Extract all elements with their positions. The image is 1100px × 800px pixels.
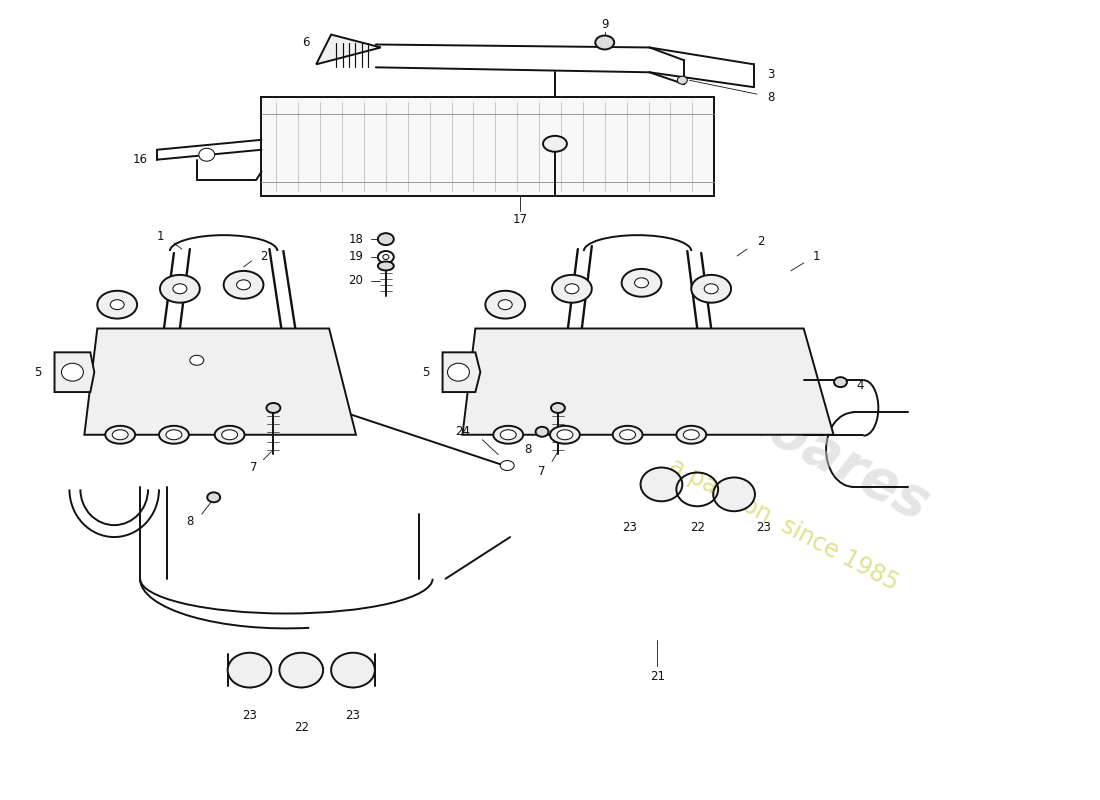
- Ellipse shape: [378, 251, 394, 263]
- Ellipse shape: [500, 461, 514, 470]
- Ellipse shape: [678, 76, 688, 84]
- Text: 22: 22: [294, 722, 309, 734]
- Ellipse shape: [557, 430, 573, 440]
- Polygon shape: [316, 34, 381, 64]
- Ellipse shape: [222, 430, 238, 440]
- Text: 9: 9: [601, 18, 608, 31]
- Text: a passion  since 1985: a passion since 1985: [666, 454, 903, 595]
- Text: 8: 8: [767, 90, 774, 104]
- Ellipse shape: [173, 284, 187, 294]
- Ellipse shape: [500, 430, 516, 440]
- Ellipse shape: [551, 403, 565, 413]
- Text: 17: 17: [513, 213, 528, 226]
- Ellipse shape: [834, 377, 847, 387]
- Ellipse shape: [713, 478, 755, 511]
- Text: 21: 21: [650, 670, 666, 682]
- Ellipse shape: [228, 653, 272, 687]
- Text: 2: 2: [260, 250, 267, 262]
- Text: 20: 20: [349, 274, 363, 287]
- Ellipse shape: [619, 430, 636, 440]
- Polygon shape: [462, 329, 834, 434]
- Ellipse shape: [498, 300, 513, 310]
- Ellipse shape: [621, 269, 661, 297]
- Polygon shape: [442, 352, 481, 392]
- Ellipse shape: [160, 275, 200, 302]
- Ellipse shape: [62, 363, 84, 381]
- Ellipse shape: [595, 35, 614, 50]
- Text: 5: 5: [422, 366, 429, 378]
- Ellipse shape: [550, 426, 580, 444]
- Text: 5: 5: [34, 366, 42, 378]
- Text: 23: 23: [345, 710, 361, 722]
- Text: 4: 4: [857, 378, 865, 392]
- Ellipse shape: [106, 426, 135, 444]
- Ellipse shape: [683, 430, 700, 440]
- Text: 7: 7: [250, 461, 257, 474]
- Text: 8: 8: [186, 514, 194, 528]
- Ellipse shape: [223, 271, 264, 298]
- Ellipse shape: [640, 467, 682, 502]
- Ellipse shape: [635, 278, 649, 288]
- Text: eu toares: eu toares: [659, 348, 938, 531]
- Ellipse shape: [676, 426, 706, 444]
- Ellipse shape: [448, 363, 470, 381]
- Ellipse shape: [166, 430, 182, 440]
- Ellipse shape: [266, 403, 280, 413]
- Text: 24: 24: [455, 426, 470, 438]
- Ellipse shape: [97, 290, 138, 318]
- Ellipse shape: [485, 290, 525, 318]
- Text: 7: 7: [538, 465, 546, 478]
- Text: 2: 2: [757, 234, 764, 248]
- Ellipse shape: [691, 275, 732, 302]
- Text: 3: 3: [767, 68, 774, 81]
- Ellipse shape: [536, 427, 549, 437]
- Ellipse shape: [383, 254, 388, 259]
- Ellipse shape: [378, 262, 394, 270]
- Ellipse shape: [190, 355, 204, 366]
- Ellipse shape: [160, 426, 189, 444]
- Ellipse shape: [207, 492, 220, 502]
- Ellipse shape: [543, 136, 566, 152]
- Ellipse shape: [214, 426, 244, 444]
- Text: 23: 23: [242, 710, 257, 722]
- Text: 1: 1: [813, 250, 821, 262]
- Text: 23: 23: [623, 521, 637, 534]
- Ellipse shape: [552, 275, 592, 302]
- Text: 18: 18: [349, 233, 363, 246]
- Ellipse shape: [236, 280, 251, 290]
- Text: 23: 23: [757, 521, 771, 534]
- Ellipse shape: [565, 284, 579, 294]
- Text: 22: 22: [690, 521, 705, 534]
- Ellipse shape: [378, 233, 394, 245]
- Text: 19: 19: [349, 250, 363, 263]
- Polygon shape: [55, 352, 95, 392]
- Ellipse shape: [279, 653, 323, 687]
- Ellipse shape: [704, 284, 718, 294]
- Ellipse shape: [199, 148, 214, 161]
- Text: 16: 16: [133, 153, 147, 166]
- Ellipse shape: [110, 300, 124, 310]
- Text: 1: 1: [156, 230, 164, 242]
- Ellipse shape: [331, 653, 375, 687]
- Polygon shape: [85, 329, 356, 434]
- Ellipse shape: [613, 426, 642, 444]
- Polygon shape: [262, 97, 714, 197]
- Ellipse shape: [493, 426, 524, 444]
- Text: 6: 6: [302, 36, 310, 49]
- Text: 8: 8: [525, 443, 531, 456]
- Ellipse shape: [112, 430, 128, 440]
